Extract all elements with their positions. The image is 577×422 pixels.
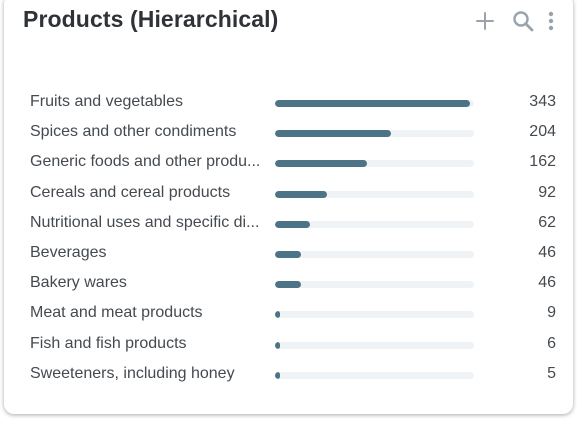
products-list: Fruits and vegetables 343 Spices and other… (30, 90, 556, 392)
item-bar-fill (275, 281, 302, 289)
search-icon (513, 11, 534, 32)
widget-title: Products (Hierarchical) (23, 6, 279, 32)
products-widget-card: Products (Hierarchical) (4, 0, 573, 414)
item-count: 6 (547, 334, 556, 352)
widget-header: Products (Hierarchical) (23, 6, 561, 42)
item-bar-track (275, 130, 474, 138)
item-bar-track (275, 190, 474, 198)
item-label: Fish and fish products (30, 334, 187, 352)
item-bar-track (275, 100, 474, 107)
item-bar-fill (275, 190, 328, 198)
item-bar-track (275, 220, 474, 228)
item-bar-track (275, 250, 474, 258)
item-label: Spices and other condiments (30, 123, 237, 141)
item-count: 92 (538, 183, 556, 201)
item-count: 5 (547, 364, 556, 382)
item-bar-fill (275, 341, 280, 349)
item-bar-fill (275, 220, 311, 228)
list-item[interactable]: Cereals and cereal products 92 (30, 181, 556, 211)
item-label: Fruits and vegetables (30, 93, 183, 110)
item-bar-fill (275, 100, 471, 107)
item-count: 204 (529, 123, 556, 141)
item-count: 46 (538, 243, 556, 261)
item-bar-fill (275, 371, 280, 379)
item-label: Bakery wares (30, 274, 127, 292)
item-label: Cereals and cereal products (30, 183, 231, 201)
item-label: Beverages (30, 243, 107, 261)
item-bar-track (275, 311, 474, 319)
more-vertical-icon (548, 11, 554, 31)
search-button[interactable] (511, 6, 535, 36)
list-item[interactable]: Spices and other condiments 204 (30, 120, 556, 150)
item-bar-track (275, 281, 474, 289)
item-label: Meat and meat products (30, 304, 203, 322)
more-options-button[interactable] (545, 6, 557, 36)
item-bar-track (275, 371, 474, 379)
item-count: 162 (529, 153, 556, 171)
add-button[interactable] (473, 6, 497, 36)
item-count: 343 (529, 93, 556, 110)
item-count: 9 (547, 304, 556, 322)
list-item[interactable]: Fruits and vegetables 343 (30, 90, 556, 120)
plus-icon (476, 12, 494, 30)
item-bar-fill (275, 130, 391, 138)
item-label: Nutritional uses and specific di... (30, 213, 260, 231)
item-label: Sweeteners, including honey (30, 364, 235, 382)
item-label: Generic foods and other produ... (30, 153, 261, 171)
item-bar-fill (275, 311, 281, 319)
list-item[interactable]: Fish and fish products 6 (30, 332, 556, 362)
item-bar-fill (275, 250, 302, 258)
list-item[interactable]: Beverages 46 (30, 241, 556, 271)
item-bar-track (275, 160, 474, 168)
item-count: 62 (538, 213, 556, 231)
list-item[interactable]: Meat and meat products 9 (30, 301, 556, 331)
item-bar-track (275, 341, 474, 349)
item-count: 46 (538, 274, 556, 292)
list-item[interactable]: Sweeteners, including honey 5 (30, 362, 556, 392)
widget-actions (473, 6, 561, 36)
list-item[interactable]: Nutritional uses and specific di... 62 (30, 211, 556, 241)
item-bar-fill (275, 160, 368, 168)
list-item[interactable]: Bakery wares 46 (30, 271, 556, 301)
list-item[interactable]: Generic foods and other produ... 162 (30, 150, 556, 180)
